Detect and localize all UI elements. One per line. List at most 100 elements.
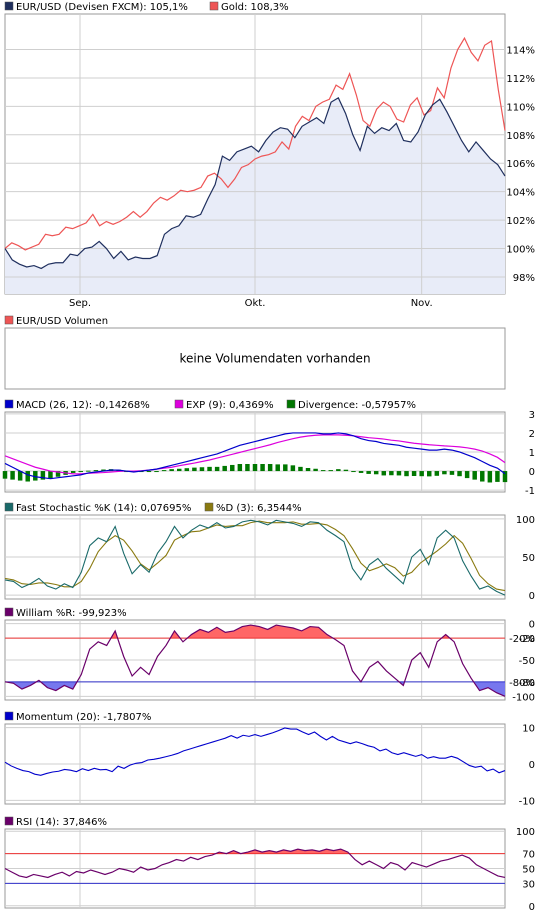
william-band-label-0: -20% [509,634,535,645]
price-ytick-5: 108% [506,131,535,142]
macd-divergence-bar [298,466,303,472]
stochastic-legend-label-1: %D (3): 6,3544% [216,503,302,514]
price-ytick-1: 100% [506,245,535,256]
macd-divergence-bar [442,471,447,475]
macd-divergence-bar [169,469,174,472]
price-series-eurusd-line [4,97,506,270]
macd-legend-swatch-0 [4,399,14,409]
rsi-legend-swatch-0 [4,816,14,826]
macd-divergence-bar [313,468,318,472]
macd-divergence-bar [373,471,379,475]
macd-divergence-bar [396,471,402,476]
macd-divergence-bar [411,471,417,476]
momentum-ytick-1: 0 [529,760,535,771]
macd-divergence-bar [214,466,220,472]
stochastic-legend-swatch-0 [4,502,14,512]
macd-legend-swatch-1 [174,399,184,409]
macd-divergence-bar [457,471,462,477]
macd-divergence-bar [260,464,265,472]
macd-ytick-3: 2 [529,429,535,440]
macd-divergence-bar [10,471,15,480]
price-ytick-0: 98% [513,273,535,284]
macd-divergence-bar [192,467,197,472]
stochastic-ytick-2: 100 [516,515,535,526]
price-legend-label-0: EUR/USD (Devisen FXCM): 105,1% [16,2,188,13]
macd-divergence-bar [283,464,288,472]
macd-divergence-bar [55,471,61,477]
macd-divergence-bar [40,471,46,480]
rsi-ytick-4: 0 [529,902,535,913]
macd-divergence-bar [434,471,440,476]
rsi-band-fill-0 [5,849,505,854]
macd-divergence-bar [275,464,280,472]
macd-legend-label-1: EXP (9): 0,4369% [186,400,274,411]
price-legend-label-1: Gold: 108,3% [221,2,289,13]
macd-divergence-bar [78,471,83,473]
macd-divergence-bar [33,471,38,481]
price-legend-swatch-1 [209,1,219,11]
momentum-ytick-0: 10 [522,724,535,735]
william-ytick-0: 0 [529,620,535,631]
macd-divergence-bar [404,471,409,477]
william-band-fill-0 [110,625,450,639]
macd-divergence-bar [17,471,23,481]
william-band-label-1: -80% [509,678,535,689]
rsi-ytick-2: 50 [522,865,535,876]
macd-divergence-bar [237,464,243,472]
macd-divergence-bar [389,471,394,476]
macd-divergence-bar [351,471,356,473]
x-axis-label-1: Okt. [245,298,266,309]
stochastic-series-d-line [4,520,506,592]
macd-divergence-bar [320,470,326,472]
macd-divergence-bar [449,471,455,475]
stochastic-ytick-0: 0 [529,591,535,602]
macd-divergence-bar [2,471,8,479]
macd-divergence-bar [184,468,190,472]
price-legend-swatch-0 [4,1,14,11]
macd-divergence-bar [290,465,296,472]
macd-ytick-4: 3 [529,410,535,421]
stochastic-legend-swatch-1 [204,502,214,512]
volume-legend-label-0: EUR/USD Volumen [16,316,108,327]
macd-series-macd-line [4,432,506,480]
x-axis-label-2: Nov. [411,298,433,309]
macd-divergence-bar [252,464,258,472]
macd-divergence-bar [305,468,311,472]
macd-divergence-bar [93,470,99,472]
rsi-ytick-1: 70 [522,850,535,861]
macd-divergence-bar [487,471,493,483]
macd-ytick-0: -1 [525,486,535,497]
macd-divergence-bar [161,470,167,472]
macd-divergence-bar [177,468,182,472]
macd-legend-label-0: MACD (26, 12): -0,14268% [16,400,150,411]
macd-divergence-bar [70,471,76,473]
macd-divergence-bar [480,471,485,482]
macd-divergence-bar [48,471,53,479]
rsi-ytick-3: 30 [522,879,535,890]
macd-divergence-bar [472,471,477,480]
momentum-legend-swatch-0 [4,711,14,721]
macd-divergence-bar [366,471,371,474]
macd-divergence-bar [495,471,500,482]
william-ytick-3: -80 [519,678,535,689]
macd-divergence-bar [336,469,341,472]
macd-legend-swatch-2 [286,399,296,409]
momentum-legend-label-0: Momentum (20): -1,7807% [16,712,151,723]
macd-divergence-bar [267,464,273,472]
stochastic-ytick-1: 50 [522,553,535,564]
macd-ytick-1: 0 [529,467,535,478]
macd-divergence-bar [199,467,205,472]
william-ytick-1: -20 [519,634,535,645]
macd-divergence-bar [328,470,333,472]
macd-divergence-bar [25,471,30,482]
price-series-gold-line [4,36,506,251]
macd-divergence-bar [502,471,508,483]
macd-legend-label-2: Divergence: -0,57957% [298,400,416,411]
momentum-series-line [4,727,506,776]
macd-divergence-bar [154,471,159,473]
macd-divergence-bar [464,471,470,479]
macd-divergence-bar [86,470,91,472]
william-series-line [4,624,506,697]
rsi-series-line [4,848,506,879]
